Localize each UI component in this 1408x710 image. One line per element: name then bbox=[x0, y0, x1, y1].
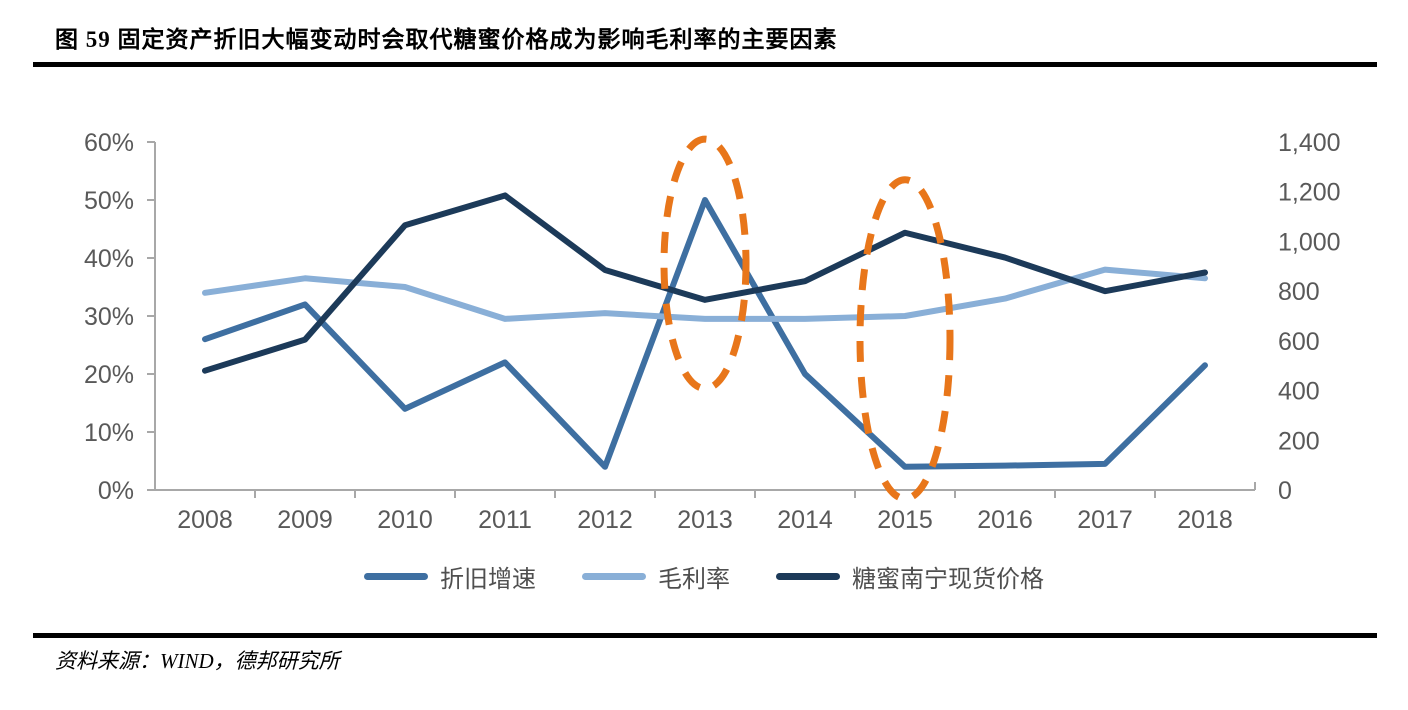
x-axis-year-label: 2008 bbox=[177, 506, 233, 534]
left-axis-tick-label: 50% bbox=[84, 187, 134, 215]
legend-item-depreciation: 折旧增速 bbox=[364, 559, 536, 594]
right-axis-tick-label: 200 bbox=[1278, 427, 1320, 455]
legend-label-depreciation: 折旧增速 bbox=[440, 565, 536, 593]
legend-label-gross-margin: 毛利率 bbox=[658, 565, 730, 593]
right-axis-tick-label: 0 bbox=[1278, 477, 1292, 505]
x-axis-year-label: 2015 bbox=[877, 506, 933, 534]
x-axis-year-label: 2010 bbox=[377, 506, 433, 534]
left-axis-tick-label: 0% bbox=[98, 477, 134, 505]
legend-swatch-gross-margin-line bbox=[582, 572, 646, 580]
x-axis-year-label: 2013 bbox=[677, 506, 733, 534]
right-axis-tick-label: 400 bbox=[1278, 378, 1320, 406]
highlight-ellipse-2013 bbox=[660, 135, 750, 392]
highlight-ellipse-2015 bbox=[856, 176, 954, 503]
legend-swatch-depreciation-line bbox=[364, 572, 428, 580]
x-axis-year-label: 2009 bbox=[277, 506, 333, 534]
source-divider bbox=[33, 633, 1377, 638]
right-axis-tick-label: 600 bbox=[1278, 328, 1320, 356]
right-axis-tick-label: 1,000 bbox=[1278, 228, 1341, 256]
figure-title: 图 59 固定资产折旧大幅变动时会取代糖蜜价格成为影响毛利率的主要因素 bbox=[55, 27, 838, 52]
x-axis-year-label: 2012 bbox=[577, 506, 633, 534]
legend-swatch-molasses-price-line bbox=[776, 572, 840, 580]
right-axis-tick-label: 800 bbox=[1278, 278, 1320, 306]
x-axis-year-label: 2011 bbox=[478, 506, 532, 534]
right-axis-tick-label: 1,400 bbox=[1278, 129, 1341, 157]
source-note: 资料来源：WIND，德邦研究所 bbox=[55, 649, 340, 673]
left-axis-tick-label: 10% bbox=[84, 419, 134, 447]
series-line-糖蜜南宁现货价格 bbox=[202, 192, 1208, 374]
left-axis-tick-label: 40% bbox=[84, 245, 134, 273]
series-line-折旧增速 bbox=[202, 197, 1208, 470]
series-line-毛利率 bbox=[202, 266, 1208, 322]
chart-legend: 折旧增速 毛利率 糖蜜南宁现货价格 bbox=[104, 558, 1304, 594]
x-axis-year-label: 2018 bbox=[1177, 506, 1233, 534]
x-axis-year-label: 2017 bbox=[1077, 506, 1133, 534]
left-axis-tick-label: 20% bbox=[84, 361, 134, 389]
right-axis-tick-label: 1,200 bbox=[1278, 179, 1341, 207]
legend-label-molasses-price: 糖蜜南宁现货价格 bbox=[852, 565, 1044, 593]
title-divider bbox=[33, 62, 1377, 67]
x-axis-year-label: 2014 bbox=[777, 506, 833, 534]
left-axis-tick-label: 60% bbox=[84, 129, 134, 157]
legend-item-gross-margin: 毛利率 bbox=[582, 559, 730, 594]
left-axis-tick-label: 30% bbox=[84, 303, 134, 331]
x-axis-year-label: 2016 bbox=[977, 506, 1033, 534]
legend-item-molasses-price: 糖蜜南宁现货价格 bbox=[776, 559, 1044, 594]
